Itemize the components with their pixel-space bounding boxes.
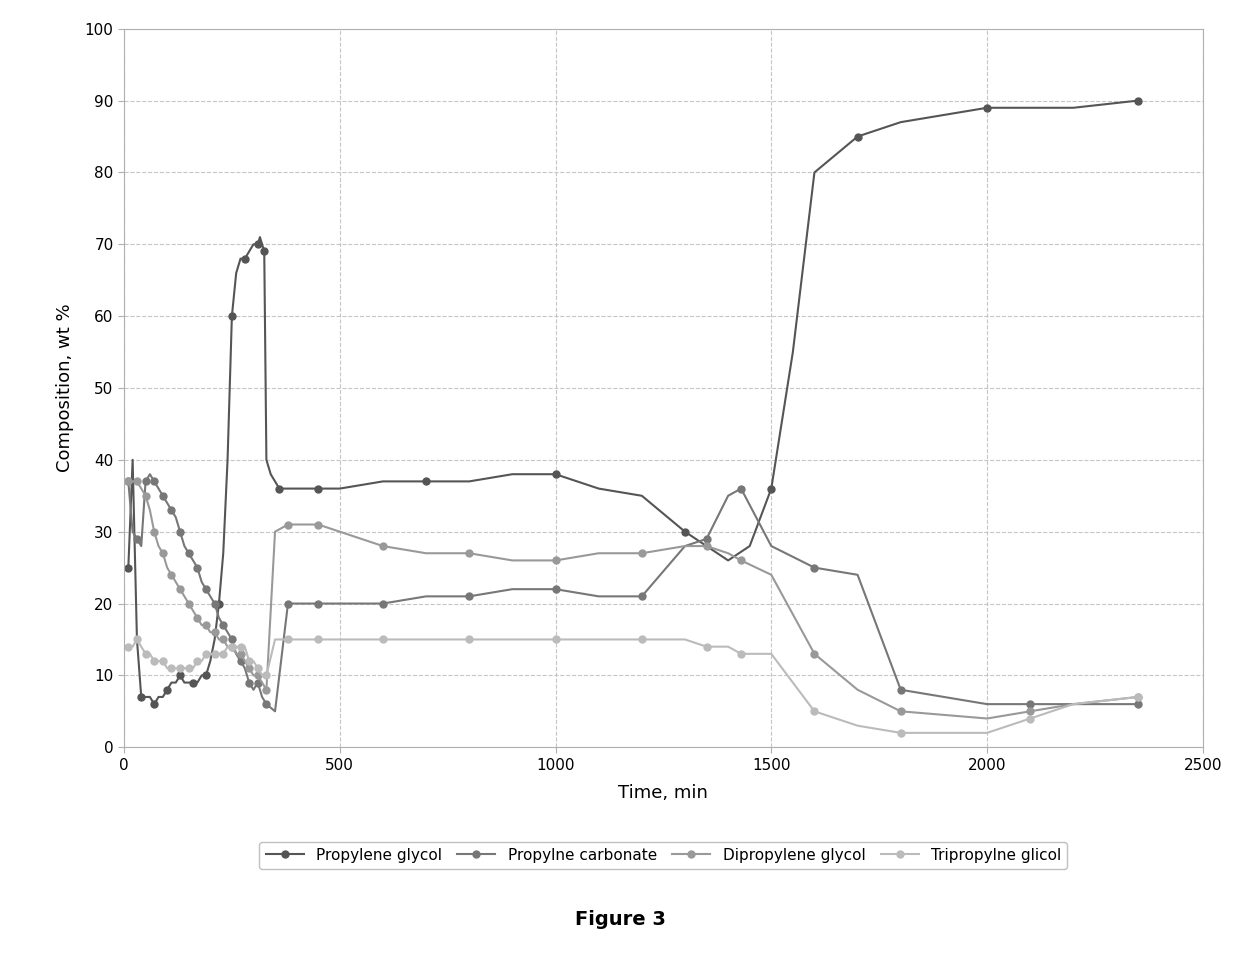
Propylne carbonate — [228, 649, 243, 660]
Propylene glycol — [177, 677, 192, 689]
Text: Figure 3: Figure 3 — [574, 910, 666, 929]
Propylne carbonate — [461, 590, 476, 603]
Tripropylne glicol — [120, 641, 135, 652]
Line: Tripropylne glicol: Tripropylne glicol — [125, 636, 1142, 737]
Line: Propylne carbonate: Propylne carbonate — [125, 470, 1142, 715]
Tripropylne glicol — [419, 634, 434, 646]
Line: Dipropylene glycol: Dipropylene glycol — [125, 478, 1142, 722]
Line: Propylene glycol: Propylene glycol — [125, 97, 1142, 708]
Propylene glycol — [257, 246, 272, 258]
Tripropylne glicol — [1131, 692, 1146, 703]
Tripropylne glicol — [228, 641, 243, 652]
Propylne carbonate — [505, 583, 520, 595]
Dipropylene glycol — [134, 483, 149, 494]
Dipropylene glycol — [419, 548, 434, 559]
Propylene glycol — [216, 548, 231, 559]
Propylene glycol — [146, 698, 161, 710]
Propylne carbonate — [190, 561, 205, 573]
Tripropylne glicol — [461, 634, 476, 646]
Tripropylne glicol — [893, 727, 908, 739]
Dipropylene glycol — [980, 713, 994, 724]
Y-axis label: Composition, wt %: Composition, wt % — [56, 304, 73, 472]
Propylne carbonate — [1131, 698, 1146, 710]
Propylene glycol — [807, 167, 822, 178]
Propylene glycol — [280, 483, 295, 494]
Propylne carbonate — [120, 476, 135, 488]
Legend: Propylene glycol, Propylne carbonate, Dipropylene glycol, Tripropylne glicol: Propylene glycol, Propylne carbonate, Di… — [259, 842, 1068, 869]
Tripropylne glicol — [134, 641, 149, 652]
Propylene glycol — [186, 677, 201, 689]
Tripropylne glicol — [138, 649, 153, 660]
Propylne carbonate — [134, 540, 149, 552]
Tripropylne glicol — [190, 655, 205, 667]
Tripropylne glicol — [129, 634, 144, 646]
Dipropylene glycol — [186, 605, 201, 617]
X-axis label: Time, min: Time, min — [619, 784, 708, 802]
Propylene glycol — [120, 561, 135, 573]
Dipropylene glycol — [129, 476, 144, 488]
Propylne carbonate — [268, 705, 283, 717]
Propylne carbonate — [129, 533, 144, 544]
Propylne carbonate — [143, 468, 157, 480]
Propylene glycol — [1131, 95, 1146, 106]
Dipropylene glycol — [1131, 692, 1146, 703]
Dipropylene glycol — [224, 641, 239, 652]
Dipropylene glycol — [120, 476, 135, 488]
Dipropylene glycol — [376, 540, 391, 552]
